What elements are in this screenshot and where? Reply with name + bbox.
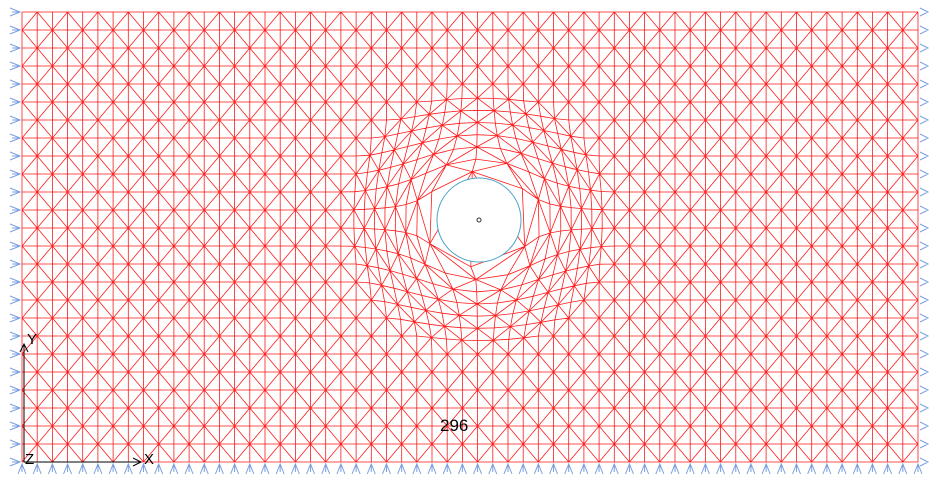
hole (437, 178, 521, 262)
mesh-viewport: Y X Z 296 (0, 0, 931, 478)
node-label: 296 (440, 416, 468, 435)
page: Y X Z 296 (() => { const data = JSON.par… (0, 0, 931, 478)
x-axis-label: X (144, 451, 154, 468)
y-axis-label: Y (27, 331, 37, 348)
z-axis-label: Z (25, 451, 34, 468)
